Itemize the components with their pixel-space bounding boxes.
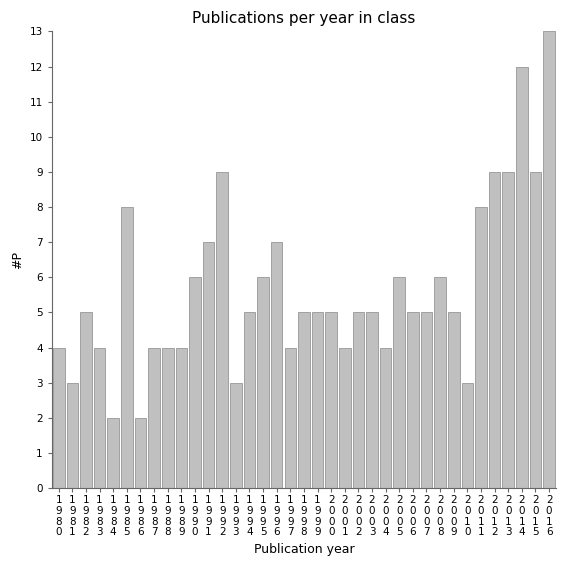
Bar	[312, 312, 323, 488]
Bar	[271, 242, 282, 488]
Bar	[285, 348, 296, 488]
Bar	[107, 418, 119, 488]
Bar	[421, 312, 432, 488]
Bar	[257, 277, 269, 488]
Bar	[217, 172, 228, 488]
Bar	[162, 348, 174, 488]
Bar	[94, 348, 105, 488]
Bar	[135, 418, 146, 488]
Bar	[489, 172, 501, 488]
Bar	[543, 31, 555, 488]
Bar	[339, 348, 350, 488]
Bar	[325, 312, 337, 488]
Bar	[189, 277, 201, 488]
Bar	[366, 312, 378, 488]
Bar	[393, 277, 405, 488]
X-axis label: Publication year: Publication year	[253, 543, 354, 556]
Bar	[121, 207, 133, 488]
Y-axis label: #P: #P	[11, 251, 24, 269]
Bar	[298, 312, 310, 488]
Bar	[407, 312, 418, 488]
Bar	[380, 348, 391, 488]
Bar	[244, 312, 255, 488]
Bar	[530, 172, 541, 488]
Bar	[475, 207, 486, 488]
Bar	[448, 312, 459, 488]
Bar	[516, 66, 528, 488]
Bar	[203, 242, 214, 488]
Bar	[66, 383, 78, 488]
Bar	[149, 348, 160, 488]
Bar	[230, 383, 242, 488]
Bar	[176, 348, 187, 488]
Title: Publications per year in class: Publications per year in class	[192, 11, 416, 26]
Bar	[53, 348, 65, 488]
Bar	[353, 312, 364, 488]
Bar	[502, 172, 514, 488]
Bar	[462, 383, 473, 488]
Bar	[434, 277, 446, 488]
Bar	[80, 312, 92, 488]
